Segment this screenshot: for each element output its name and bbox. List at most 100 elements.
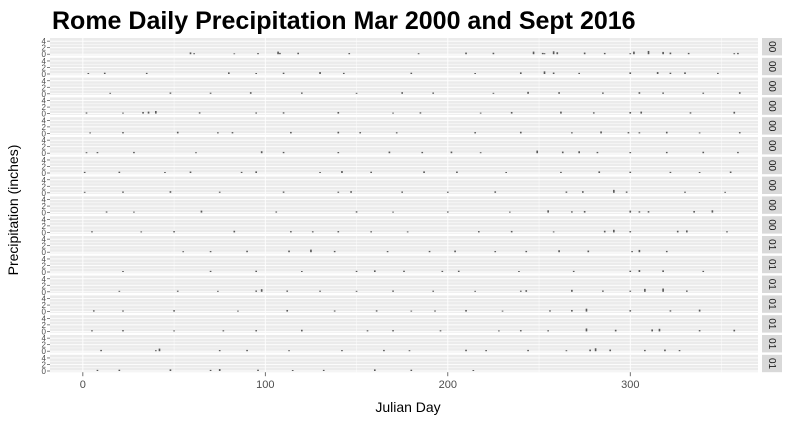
precip-bar xyxy=(337,191,340,193)
precip-bar xyxy=(525,290,528,292)
precip-bar xyxy=(737,52,739,55)
panel-background xyxy=(50,216,758,234)
precip-bar xyxy=(348,53,351,55)
precip-bar xyxy=(662,288,664,292)
y-tick-label: 0 xyxy=(42,50,47,59)
precip-bar xyxy=(558,92,560,94)
precip-bar xyxy=(465,349,467,352)
precip-bar xyxy=(300,271,303,272)
precip-bar xyxy=(536,150,539,154)
facet-strip xyxy=(762,97,782,115)
precip-bar xyxy=(465,52,467,55)
precip-bar xyxy=(552,72,555,74)
precip-bar xyxy=(410,72,413,74)
precip-bar xyxy=(222,330,225,332)
y-tick-label: 2 xyxy=(42,162,47,171)
precip-bar xyxy=(155,110,157,114)
facet-strip-label: 01 xyxy=(766,318,777,330)
precip-bar xyxy=(342,72,345,74)
y-tick-label: 0 xyxy=(42,228,47,237)
precip-bar xyxy=(560,111,562,114)
precip-bar xyxy=(633,51,635,55)
facet-strip xyxy=(762,216,782,234)
precip-bar xyxy=(189,52,192,55)
precip-bar xyxy=(662,51,664,55)
precip-bar xyxy=(571,289,573,292)
precip-bar xyxy=(525,250,528,253)
y-axis-title: Precipitation (inches) xyxy=(5,145,21,276)
precip-bar xyxy=(678,350,681,352)
y-tick-label: 4 xyxy=(42,196,47,205)
precip-bar xyxy=(282,151,285,154)
precip-bar xyxy=(603,230,606,233)
facet-strip xyxy=(762,255,782,274)
precip-bar xyxy=(693,210,695,213)
precip-bar xyxy=(83,191,86,193)
y-tick-label: 4 xyxy=(42,275,47,284)
precip-bar xyxy=(246,250,248,253)
y-tick-label: 4 xyxy=(42,314,47,323)
precip-bar xyxy=(656,72,659,74)
precip-bar xyxy=(164,172,166,173)
facet-strip xyxy=(762,117,782,135)
precip-bar xyxy=(355,211,358,213)
precip-bar xyxy=(297,52,299,55)
precip-bar xyxy=(255,270,258,272)
facet-panel: 024 01 xyxy=(42,314,782,336)
precip-bar xyxy=(311,231,314,233)
precip-bar xyxy=(122,191,124,193)
precip-bar xyxy=(282,72,285,74)
panel-background xyxy=(50,137,758,155)
precip-bar xyxy=(494,191,497,193)
facet-strip-label: 00 xyxy=(766,101,777,113)
precip-bar xyxy=(738,132,741,134)
facet-strip xyxy=(762,354,782,373)
precip-bar xyxy=(644,288,646,292)
panel-background xyxy=(50,275,758,293)
precip-bar xyxy=(169,92,172,94)
precip-bar xyxy=(92,310,95,312)
y-tick-label: 4 xyxy=(42,116,47,125)
facet-panel: 024 01 xyxy=(42,334,782,356)
panel-background xyxy=(50,156,758,175)
precip-bar xyxy=(561,151,564,154)
precip-bar xyxy=(602,290,604,292)
precip-bar xyxy=(288,350,290,352)
precip-bar xyxy=(527,349,529,352)
precip-bar xyxy=(543,71,546,74)
panel-background xyxy=(50,38,758,56)
facet-panel: 024 00 xyxy=(42,156,782,178)
precip-bar xyxy=(702,151,705,154)
x-axis: 0 100 200 300 xyxy=(80,372,639,391)
precip-bar xyxy=(319,72,321,74)
precip-bar xyxy=(109,92,112,94)
facet-strip xyxy=(762,57,782,76)
precip-bar xyxy=(341,350,343,352)
precip-bar xyxy=(669,171,672,173)
facet-strip xyxy=(762,275,782,293)
precip-bar xyxy=(565,191,568,193)
precip-bar xyxy=(527,91,529,94)
y-tick-label: 0 xyxy=(42,129,47,138)
precip-bar xyxy=(543,53,546,55)
precip-bar xyxy=(255,171,258,173)
facet-strip xyxy=(762,176,782,194)
precip-bar xyxy=(209,270,212,272)
precip-bar xyxy=(217,132,219,134)
precip-bar xyxy=(282,191,285,193)
facet-panel: 024 00 xyxy=(42,57,782,79)
x-tick-label: 200 xyxy=(439,379,457,391)
panel-background xyxy=(50,117,758,135)
y-tick-label: 4 xyxy=(42,156,47,165)
x-tick-label: 0 xyxy=(80,379,86,391)
facet-panel: 024 01 xyxy=(42,275,782,297)
precip-bar xyxy=(218,191,221,193)
precip-bar xyxy=(122,330,124,332)
facet-strip xyxy=(762,335,782,353)
precip-bar xyxy=(255,290,258,292)
y-tick-label: 0 xyxy=(42,169,47,178)
precip-bar xyxy=(519,290,522,292)
precip-bar xyxy=(594,348,597,352)
precip-bar xyxy=(587,250,590,253)
